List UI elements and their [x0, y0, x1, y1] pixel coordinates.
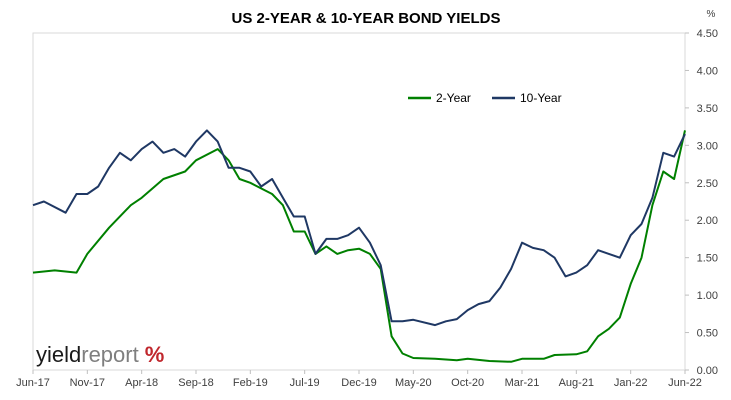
- series-lines: [32, 129, 686, 363]
- x-tick-label: Jun-17: [16, 377, 50, 389]
- x-tick-label: Dec-19: [341, 377, 376, 389]
- y-tick-label: 3.50: [697, 103, 718, 115]
- x-tick-label: Sep-18: [178, 377, 213, 389]
- y-tick-label: 2.50: [697, 178, 718, 190]
- x-tick-label: Aug-21: [559, 377, 594, 389]
- series-line-10-year: [32, 129, 686, 327]
- x-tick-label: Apr-18: [125, 377, 158, 389]
- y-axis-unit-label: %: [707, 9, 716, 20]
- series-line-2-year: [32, 130, 686, 363]
- y-tick-label: 1.00: [697, 290, 718, 302]
- y-tick-label: 0.00: [697, 365, 718, 377]
- x-tick-label: Jun-22: [668, 377, 702, 389]
- x-tick-label: Jul-19: [290, 377, 320, 389]
- x-tick-label: Jan-22: [614, 377, 648, 389]
- yieldreport-logo: yieldreport%: [36, 342, 164, 367]
- y-tick-label: 4.00: [697, 65, 718, 77]
- y-tick-label: 1.50: [697, 253, 718, 265]
- y-tick-label: 4.50: [697, 28, 718, 40]
- x-tick-label: May-20: [395, 377, 432, 389]
- legend-label: 2-Year: [436, 91, 471, 105]
- x-tick-label: Mar-21: [505, 377, 540, 389]
- chart-title: US 2-YEAR & 10-YEAR BOND YIELDS: [232, 10, 501, 27]
- x-tick-label: Feb-19: [233, 377, 268, 389]
- y-tick-label: 2.00: [697, 215, 718, 227]
- logo-text-report: report: [81, 342, 138, 367]
- x-tick-label: Oct-20: [451, 377, 484, 389]
- logo-percent-symbol: %: [145, 342, 165, 367]
- x-tick-label: Nov-17: [70, 377, 105, 389]
- legend: 2-Year 10-Year: [408, 91, 562, 105]
- logo-text-yield: yield: [36, 342, 81, 367]
- y-tick-label: 3.00: [697, 140, 718, 152]
- svg-text:yieldreport%: yieldreport%: [36, 342, 164, 367]
- y-tick-label: 0.50: [697, 328, 718, 340]
- axes: 0.00 0.50 1.00 1.50 2.00 2.50 3.00 3.50 4.00 4.50…: [16, 28, 718, 389]
- legend-label: 10-Year: [520, 91, 562, 105]
